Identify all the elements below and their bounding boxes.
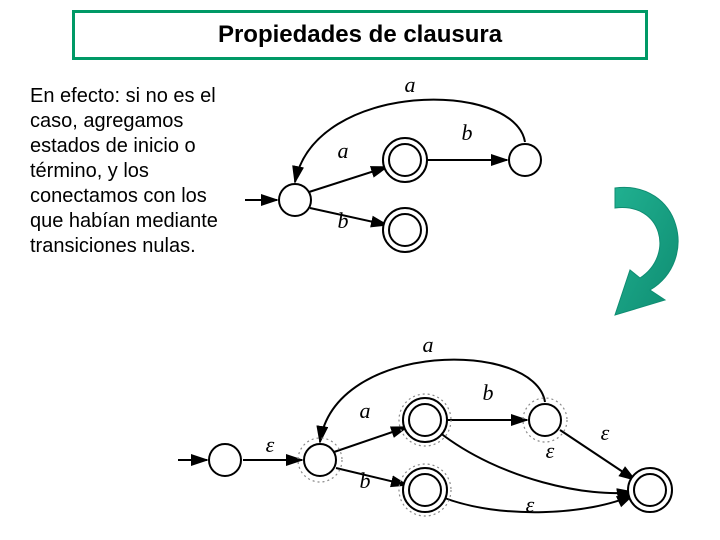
state-b1 (298, 438, 342, 482)
state-t3 (383, 208, 427, 252)
edge-label: b (462, 120, 473, 145)
edge-label: a (405, 72, 416, 97)
state-b4 (523, 398, 567, 442)
state-b0 (209, 444, 241, 476)
page-title: Propiedades de clausura (218, 21, 502, 49)
title-box: Propiedades de clausura (72, 10, 648, 60)
state-t2 (383, 138, 427, 182)
edge-label: ε (601, 420, 610, 445)
state-t1 (279, 184, 311, 216)
edge-label: ε (266, 432, 275, 457)
state-b3 (399, 464, 451, 516)
automaton-bottom: ε a b b a ε ε ε (170, 330, 710, 530)
edge-b1-b2 (334, 427, 407, 452)
edge-t1-t2 (309, 167, 387, 192)
edge-label: b (338, 208, 349, 233)
edge-b1-b3 (336, 468, 407, 485)
edge-label: b (483, 380, 494, 405)
edge-label: ε (546, 438, 555, 463)
curved-arrow-icon (615, 187, 678, 315)
edge-t1-t3 (310, 208, 387, 225)
edge-label: ε (526, 492, 535, 517)
state-b2 (399, 394, 451, 446)
edge-b4-b5 (560, 430, 635, 480)
edge-label: a (360, 398, 371, 423)
edge-b3-b5 (442, 495, 633, 512)
edge-label: a (338, 138, 349, 163)
edge-label: a (423, 332, 434, 357)
transition-arrow (580, 170, 700, 320)
edge-label: b (360, 468, 371, 493)
body-text: En efecto: si no es el caso, agregamos e… (30, 84, 225, 259)
state-b5 (628, 468, 672, 512)
state-t4 (509, 144, 541, 176)
